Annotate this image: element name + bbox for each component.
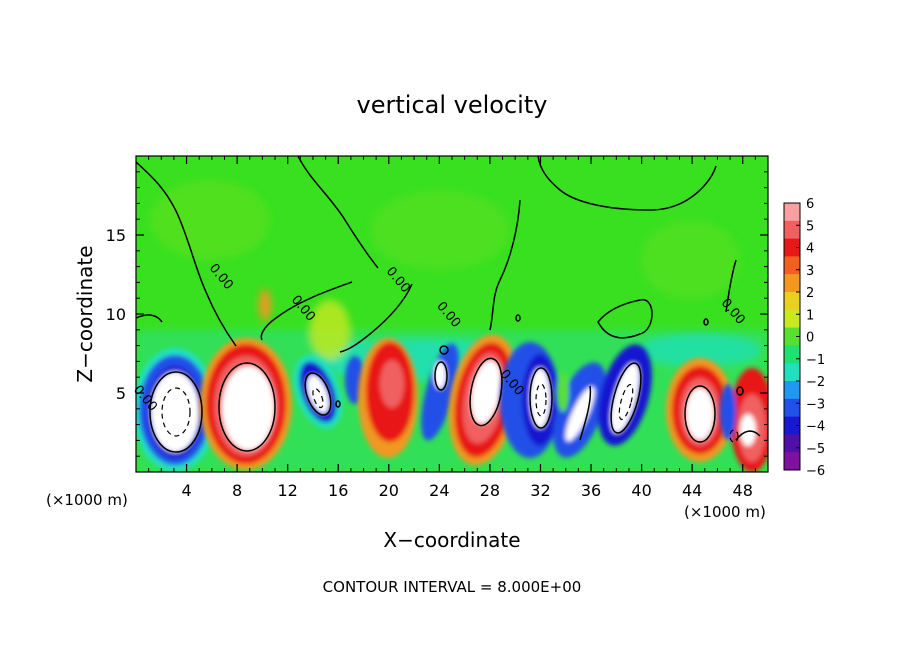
updraft-44 (666, 358, 734, 462)
colorbar-swatch (784, 274, 800, 293)
colorbar-tick-label: 0 (806, 331, 814, 346)
x-tick-label: 20 (379, 481, 399, 500)
colorbar-swatch (784, 434, 800, 453)
colorbar-swatch (784, 327, 800, 346)
updraft-8 (200, 338, 292, 470)
x-tick-label: 40 (631, 481, 651, 500)
colorbar-tick-label: 1 (806, 308, 814, 323)
x-tick-label: 12 (278, 481, 298, 500)
x-tick-label: 44 (682, 481, 702, 500)
colorbar-tick-label: −5 (806, 442, 825, 457)
x-tick-label: 48 (733, 481, 753, 500)
colorbar-tick-label: −6 (806, 464, 825, 479)
colorbar-swatch (784, 363, 800, 382)
plot-field (136, 156, 768, 472)
colorbar-swatch (784, 238, 800, 257)
colorbar-tick-label: 4 (806, 242, 814, 257)
colorbar-tick-label: −1 (806, 353, 825, 368)
updraft-28 (448, 334, 520, 466)
y-tick-label: 5 (116, 384, 126, 403)
colorbar-swatch (784, 345, 800, 364)
colorbar-tick-label: −3 (806, 397, 825, 412)
x-axis-ticks: 4 8 12 16 20 24 28 32 36 40 44 48 (148, 156, 756, 500)
zero-contours (136, 156, 761, 453)
colorbar-tick-label: 2 (806, 286, 814, 301)
y-axis-ticks: 5 10 15 (106, 171, 768, 457)
updraft-20 (358, 338, 418, 458)
colorbar-swatch (784, 256, 800, 275)
x-unit-right: (×1000 m) (684, 503, 766, 521)
x-tick-label: 24 (429, 481, 449, 500)
negative-contours (161, 383, 739, 443)
colorbar-tick-label: −4 (806, 420, 825, 435)
colorbar-swatch (784, 452, 800, 471)
y-tick-label: 15 (106, 226, 126, 245)
updraft-48 (720, 368, 768, 472)
colorbar: 6 5 4 3 2 1 0 −1 −2 −3 −4 −5 −6 (783, 197, 825, 479)
colorbar-swatch (784, 292, 800, 311)
x-axis-label: X−coordinate (383, 528, 520, 552)
downdraft-24 (421, 343, 459, 441)
x-tick-label: 32 (530, 481, 550, 500)
colorbar-swatch (784, 381, 800, 400)
colorbar-swatch (784, 416, 800, 435)
colorbar-tick-label: −2 (806, 375, 825, 390)
x-tick-label: 28 (480, 481, 500, 500)
x-tick-label: 16 (328, 481, 348, 500)
contour-interval-footer: CONTOUR INTERVAL = 8.000E+00 (323, 578, 582, 596)
x-tick-label: 8 (232, 481, 242, 500)
colorbar-swatch (784, 398, 800, 417)
x-tick-label: 36 (581, 481, 601, 500)
x-unit-left: (×1000 m) (46, 491, 128, 509)
colorbar-tick-label: 6 (806, 197, 814, 212)
colorbar-swatch (784, 203, 800, 222)
colorbar-swatch (784, 309, 800, 328)
colorbar-tick-label: 3 (806, 264, 814, 279)
colorbar-swatch (784, 220, 800, 239)
y-tick-label: 10 (106, 305, 126, 324)
x-tick-label: 4 (181, 481, 191, 500)
y-axis-label: Z−coordinate (73, 245, 97, 382)
colorbar-tick-label: 5 (806, 219, 814, 234)
chart-title: vertical velocity (357, 91, 548, 119)
